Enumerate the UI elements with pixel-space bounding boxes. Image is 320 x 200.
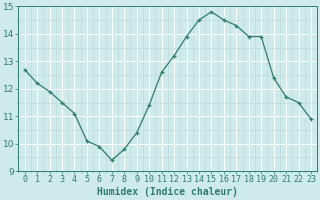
X-axis label: Humidex (Indice chaleur): Humidex (Indice chaleur): [97, 187, 238, 197]
